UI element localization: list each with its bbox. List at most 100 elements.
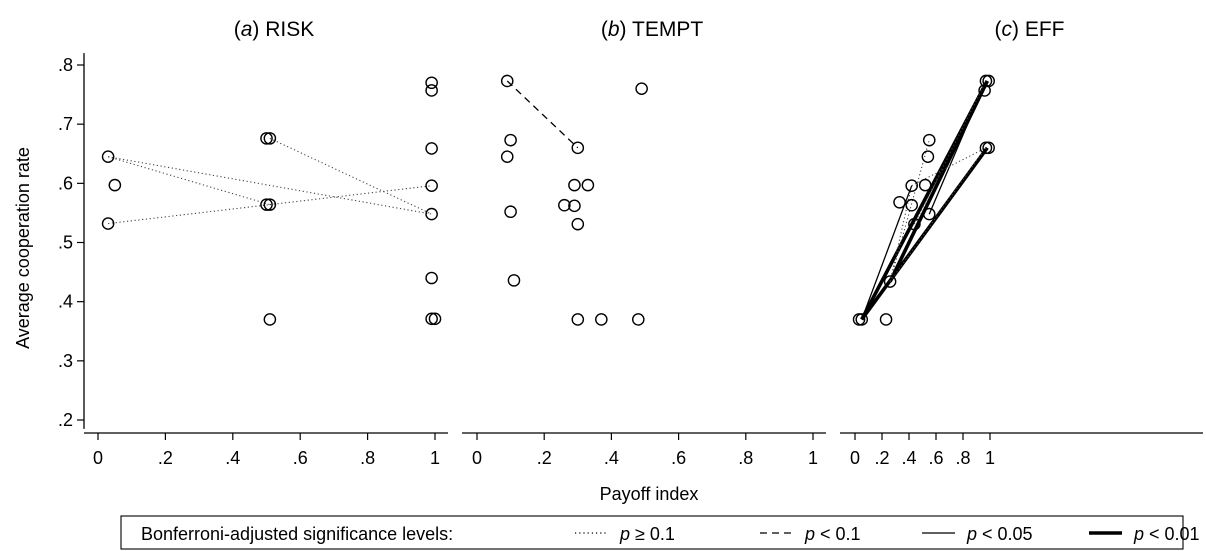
legend-p-symbol: p (619, 524, 630, 544)
panel-name: TEMPT (627, 18, 704, 41)
connector-line-bold (860, 146, 989, 321)
panel-letter: b (608, 18, 620, 41)
legend-threshold: ≥ 0.1 (630, 524, 675, 544)
x-tick-label: .6 (293, 448, 308, 468)
x-tick-label: 1 (808, 448, 818, 468)
data-point (507, 274, 521, 287)
panel-title-open-paren: ( (601, 18, 608, 41)
connector-line-dotted (108, 204, 270, 225)
data-point (260, 198, 273, 211)
connector-line-dotted (269, 137, 432, 215)
data-point (263, 198, 277, 211)
legend-p-symbol: p (1133, 524, 1144, 544)
x-tick-label: .8 (738, 448, 753, 468)
data-point (922, 207, 936, 221)
x-tick-label: .4 (604, 448, 619, 468)
data-point (504, 133, 517, 147)
data-point (631, 313, 645, 326)
connector-line-dotted (911, 147, 987, 187)
data-point (571, 313, 585, 326)
data-point (425, 312, 438, 326)
data-point (108, 178, 122, 192)
x-tick-label: .4 (901, 448, 916, 468)
data-point (571, 217, 585, 231)
data-point (922, 133, 936, 147)
x-tick-label: .8 (955, 448, 970, 468)
data-point (883, 275, 897, 288)
data-point (425, 271, 438, 285)
data-point (568, 178, 581, 192)
connector-line-solid (861, 80, 987, 320)
data-point (982, 141, 995, 155)
panel-c: (c) EFF 0 .2 .4 .6 .8 1 (840, 18, 1203, 468)
data-point (425, 207, 438, 221)
panel-name: EFF (1019, 18, 1065, 41)
legend-label-bold: p < 0.01 (1133, 524, 1200, 544)
data-point (581, 178, 595, 192)
legend-threshold: < 0.01 (1144, 524, 1200, 544)
legend-label-dotted: p ≥ 0.1 (619, 524, 675, 544)
data-point (855, 313, 869, 326)
legend-threshold: < 0.05 (977, 524, 1033, 544)
x-tick-label: .2 (874, 448, 889, 468)
data-point (428, 312, 442, 326)
data-point (558, 198, 571, 212)
y-tick-label: .5 (58, 233, 73, 253)
y-tick-label: .6 (58, 173, 73, 193)
data-point (635, 82, 648, 95)
data-point (263, 132, 277, 145)
panel-title-close-paren: ) (620, 18, 627, 41)
connector-line-dotted (269, 185, 432, 206)
data-point (908, 217, 921, 231)
data-point (425, 179, 438, 192)
data-point (568, 199, 581, 213)
panel-title-close-paren: ) (1012, 18, 1019, 41)
connector-line-dotted (107, 156, 271, 206)
panel-title-open-paren: ( (995, 18, 1002, 41)
connector-line-dotted (913, 80, 987, 225)
panel-b: (b) TEMPT 0 .2 .4 .6 .8 1 (462, 18, 826, 468)
y-tick-label: .7 (58, 114, 73, 134)
axes-layer: .2 .3 .4 .5 .6 .7 .8 (58, 53, 85, 430)
data-point (893, 195, 906, 209)
data-point (978, 84, 991, 97)
connector-line-dotted (889, 185, 913, 282)
connector-line-solid (861, 185, 913, 320)
data-point (905, 179, 919, 192)
y-tick-label: .2 (58, 410, 73, 430)
x-tick-label: .6 (671, 448, 686, 468)
panel-name: RISK (259, 18, 314, 41)
x-tick-label: .4 (225, 448, 240, 468)
legend-label-solid: p < 0.05 (966, 524, 1033, 544)
y-tick-label: .8 (58, 55, 73, 75)
x-tick-label: 1 (430, 448, 440, 468)
data-point (500, 150, 514, 164)
x-axis-title: Payoff index (600, 484, 699, 504)
data-point (500, 74, 514, 88)
y-tick-label: .3 (58, 351, 73, 371)
x-tick-label: .8 (360, 448, 375, 468)
legend-title: Bonferroni-adjusted significance levels: (141, 524, 453, 544)
y-tick-label: .4 (58, 292, 73, 312)
legend-p-symbol: p (804, 524, 815, 544)
panel-title-close-paren: ) (252, 18, 259, 41)
x-tick-label: .2 (158, 448, 173, 468)
data-point (425, 76, 438, 90)
legend: Bonferroni-adjusted significance levels:… (120, 515, 1200, 550)
panel-letter: c (1002, 18, 1013, 41)
x-tick-label: .2 (537, 448, 552, 468)
data-point (504, 205, 517, 219)
legend-p-symbol: p (966, 524, 977, 544)
x-tick-label: 1 (985, 448, 995, 468)
x-tick-label: .6 (928, 448, 943, 468)
data-point (571, 141, 585, 155)
x-tick-label: 0 (472, 448, 482, 468)
panel-title-a: (a) RISK (234, 18, 315, 41)
x-tick-label: 0 (850, 448, 860, 468)
panel-title-open-paren: ( (234, 18, 241, 41)
panel-title-c: (c) EFF (995, 18, 1065, 41)
data-point (921, 150, 935, 164)
legend-threshold: < 0.1 (815, 524, 861, 544)
